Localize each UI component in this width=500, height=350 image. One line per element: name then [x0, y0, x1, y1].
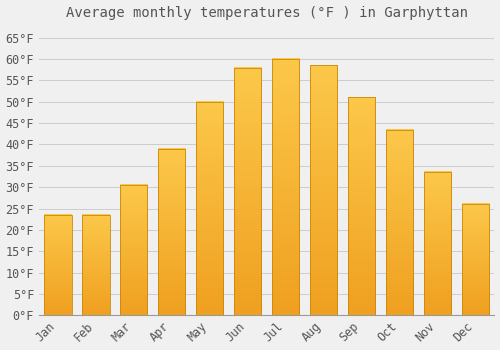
Bar [272, 59, 299, 315]
Bar [234, 68, 262, 315]
Bar [462, 204, 489, 315]
Bar [158, 149, 186, 315]
Bar [44, 215, 72, 315]
Bar [120, 185, 148, 315]
Bar [82, 215, 110, 315]
Bar [310, 65, 338, 315]
Bar [424, 172, 451, 315]
Bar [348, 98, 375, 315]
Bar [196, 102, 224, 315]
Title: Average monthly temperatures (°F ) in Garphyttan: Average monthly temperatures (°F ) in Ga… [66, 6, 468, 20]
Bar [386, 130, 413, 315]
